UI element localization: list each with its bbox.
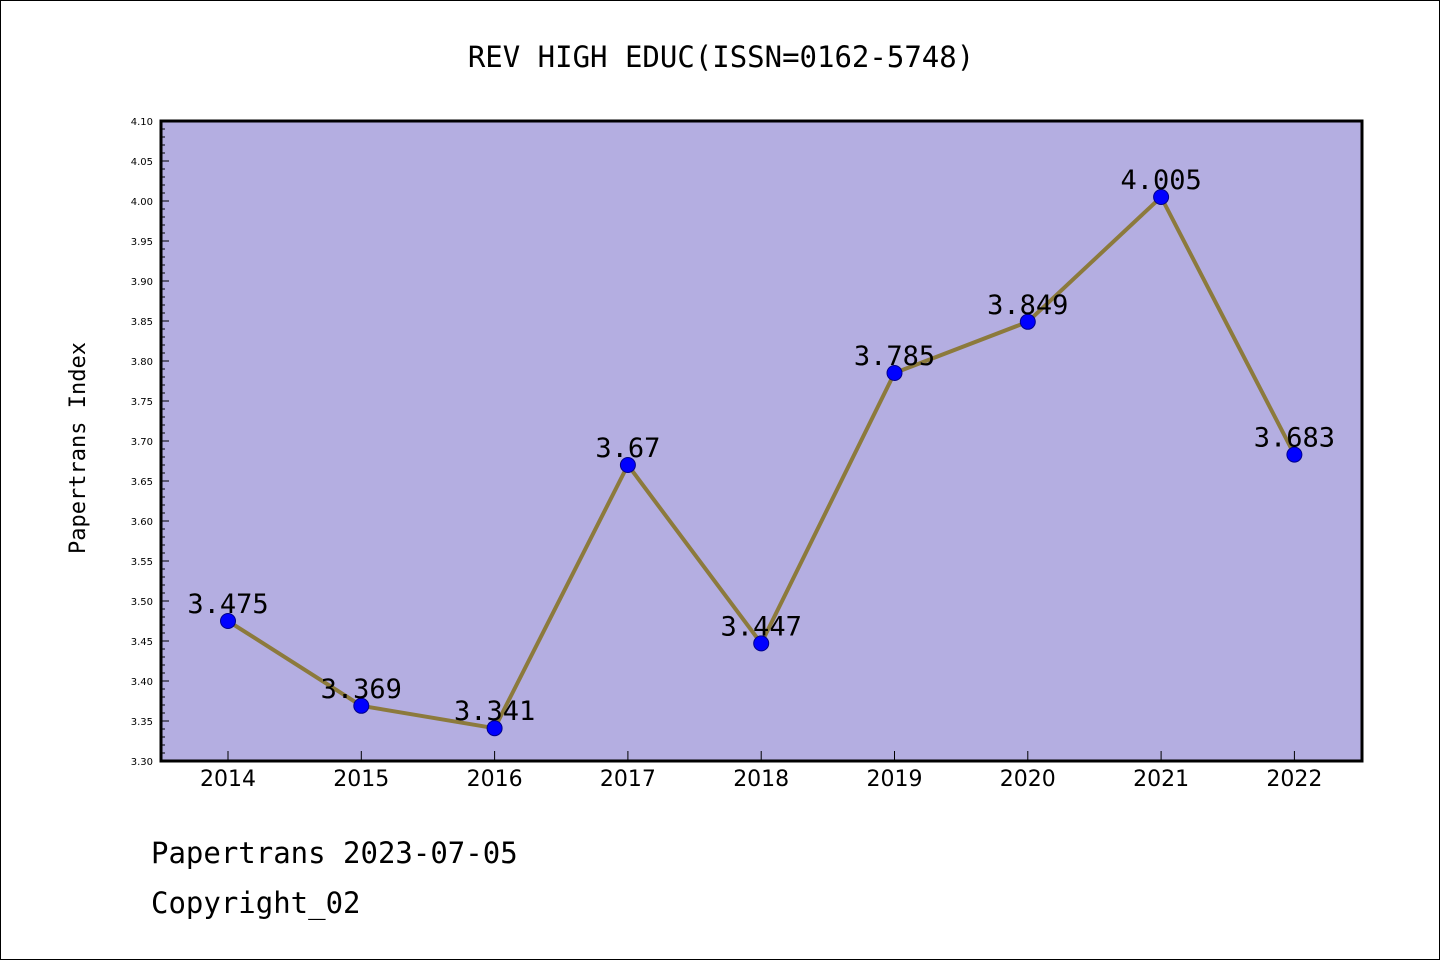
data-label: 3.341 bbox=[454, 696, 535, 727]
y-tick-label: 3.65 bbox=[131, 477, 153, 488]
data-label: 3.67 bbox=[595, 433, 660, 464]
y-tick-label: 3.55 bbox=[131, 557, 153, 568]
x-tick-label: 2021 bbox=[1133, 767, 1189, 792]
x-axis: 2014 2015 2016 2017 2018 2019 2020 2021 2022 bbox=[200, 751, 1322, 792]
y-tick-label: 4.10 bbox=[131, 117, 153, 128]
y-tick-label: 3.75 bbox=[131, 397, 153, 408]
y-tick-label: 3.30 bbox=[131, 757, 153, 768]
y-tick-label: 3.95 bbox=[131, 237, 153, 248]
data-point bbox=[1286, 446, 1303, 463]
data-label: 3.683 bbox=[1254, 423, 1335, 454]
data-point bbox=[753, 635, 770, 652]
y-tick-label: 3.90 bbox=[131, 277, 153, 288]
y-tick-label: 4.05 bbox=[131, 157, 153, 168]
data-point bbox=[486, 720, 503, 737]
data-point bbox=[353, 697, 370, 714]
data-point bbox=[886, 365, 903, 381]
data-point bbox=[1019, 313, 1036, 330]
x-tick-label: 2020 bbox=[1000, 767, 1056, 792]
y-tick-label: 3.80 bbox=[131, 357, 153, 368]
data-label: 4.005 bbox=[1120, 165, 1201, 196]
data-point bbox=[220, 613, 236, 629]
footer-copyright: Copyright_02 bbox=[151, 886, 361, 920]
y-tick-label: 3.50 bbox=[131, 597, 153, 608]
y-tick-label: 3.40 bbox=[131, 677, 153, 688]
data-label: 3.369 bbox=[321, 674, 402, 705]
x-tick-label: 2018 bbox=[733, 767, 789, 792]
data-point bbox=[619, 457, 636, 473]
data-label: 3.447 bbox=[721, 611, 802, 642]
data-label: 3.849 bbox=[987, 290, 1068, 321]
y-tick-label: 3.35 bbox=[131, 717, 153, 728]
series-group: 3.475 3.369 3.341 3.67 3.447 3.785 3.849 4.005 3… bbox=[187, 165, 1335, 737]
y-tick-label: 4.00 bbox=[131, 197, 153, 208]
plot-area bbox=[161, 121, 1362, 761]
data-label: 3.475 bbox=[187, 589, 268, 620]
plot-border bbox=[159, 119, 1364, 763]
x-tick-label: 2017 bbox=[600, 767, 656, 792]
x-tick-label: 2015 bbox=[333, 767, 389, 792]
chart-title: REV HIGH EDUC(ISSN=0162-5748) bbox=[468, 40, 974, 74]
y-axis-label: Papertrans Index bbox=[66, 342, 91, 554]
y-tick-label: 3.60 bbox=[131, 517, 153, 528]
y-tick-label: 3.70 bbox=[131, 437, 153, 448]
x-tick-label: 2014 bbox=[200, 767, 256, 792]
footer-date: Papertrans 2023-07-05 bbox=[151, 836, 518, 870]
y-tick-label: 3.45 bbox=[131, 637, 153, 648]
data-point bbox=[1153, 189, 1170, 205]
x-tick-label: 2019 bbox=[867, 767, 923, 792]
y-tick-label: 3.85 bbox=[131, 317, 153, 328]
x-tick-label: 2016 bbox=[467, 767, 523, 792]
data-label: 3.785 bbox=[854, 341, 935, 372]
x-tick-label: 2022 bbox=[1266, 767, 1322, 792]
